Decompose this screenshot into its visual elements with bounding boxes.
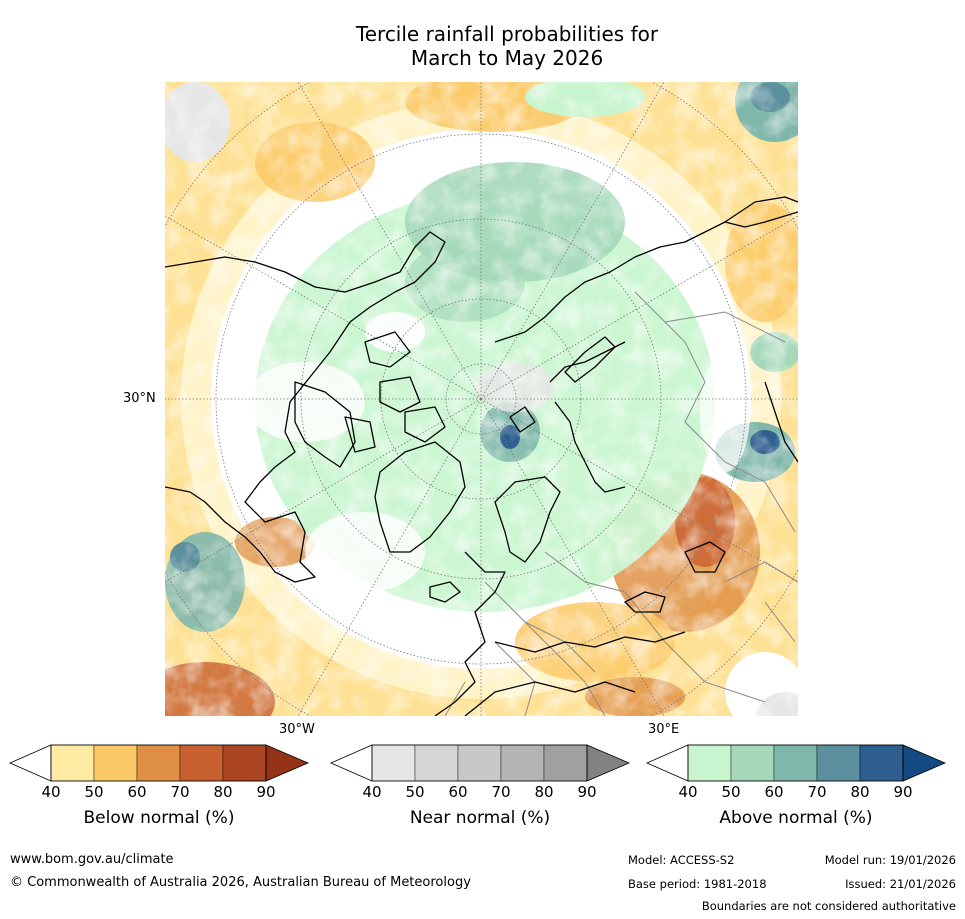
colorbar-below-segment	[50, 744, 95, 782]
colorbar-above-segment	[859, 744, 904, 782]
colorbar-above-segment	[730, 744, 775, 782]
colorbar-above-normal	[646, 744, 947, 782]
colorbar-near-segment	[371, 744, 416, 782]
footer-copyright: © Commonwealth of Australia 2026, Austra…	[10, 875, 471, 890]
colorbar-below-tick-label: 60	[127, 783, 147, 801]
colorbar-below-tick-label: 40	[41, 783, 61, 801]
colorbar-above-tick-label: 70	[807, 783, 827, 801]
colorbar-near-tick-label: 80	[534, 783, 554, 801]
colorbar-near-segment	[414, 744, 459, 782]
boundary-disclaimer: Boundaries are not considered authoritat…	[701, 899, 956, 913]
title-line-1: Tercile rainfall probabilities for	[355, 22, 659, 46]
colorbar-below-segment	[222, 744, 267, 782]
issued-date: Issued: 21/01/2026	[845, 877, 956, 891]
colorbar-below-segment	[179, 744, 224, 782]
colorbar-above-segment	[816, 744, 861, 782]
lat-label-30n: 30°N	[123, 391, 156, 406]
colorbar-near-normal	[330, 744, 631, 782]
colorbar-above-segment	[773, 744, 818, 782]
coastlines	[165, 196, 798, 716]
colorbar-below-segment	[136, 744, 181, 782]
colorbar-below-tick-label: 70	[170, 783, 190, 801]
colorbar-near-tick-label: 70	[491, 783, 511, 801]
graticule	[165, 82, 798, 716]
colorbar-near-tick-label: 40	[362, 783, 382, 801]
colorbar-below-tick-label: 50	[84, 783, 104, 801]
model-run: Model run: 19/01/2026	[824, 853, 956, 867]
colorbar-near-tick-label: 60	[448, 783, 468, 801]
colorbar-above-tick-label: 50	[721, 783, 741, 801]
colorbar-below-over-triangle	[265, 744, 310, 782]
colorbar-above-tick-label: 90	[893, 783, 913, 801]
footer-url: www.bom.gov.au/climate	[10, 852, 174, 867]
title-line-2: March to May 2026	[410, 46, 604, 70]
lon-label-30w: 30°W	[279, 722, 315, 737]
colorbar-below-under-triangle	[9, 744, 52, 782]
colorbar-below-segment	[93, 744, 138, 782]
colorbar-near-under-triangle	[330, 744, 373, 782]
country-borders	[444, 291, 798, 716]
colorbar-near-segment	[457, 744, 502, 782]
colorbar-above-tick-label: 40	[678, 783, 698, 801]
colorbar-below-tick-label: 80	[213, 783, 233, 801]
colorbar-above-outline	[687, 744, 904, 782]
colorbar-near-over-triangle	[586, 744, 631, 782]
colorbar-below-label: Below normal (%)	[83, 808, 235, 828]
colorbar-near-segment	[500, 744, 545, 782]
colorbar-near-segment	[543, 744, 588, 782]
model-name: Model: ACCESS-S2	[628, 853, 735, 867]
base-period: Base period: 1981-2018	[628, 877, 767, 891]
colorbar-above-over-triangle	[902, 744, 947, 782]
colorbar-near-label: Near normal (%)	[409, 808, 551, 828]
colorbar-near-tick-label: 50	[405, 783, 425, 801]
colorbar-below-normal	[9, 744, 310, 782]
colorbar-above-label: Above normal (%)	[719, 808, 873, 828]
colorbar-below-outline	[50, 744, 267, 782]
colorbar-near-outline	[371, 744, 588, 782]
colorbar-above-under-triangle	[646, 744, 689, 782]
map-title: Tercile rainfall probabilities for March…	[0, 22, 965, 70]
colorbar-above-tick-label: 80	[850, 783, 870, 801]
colorbar-below-tick-label: 90	[256, 783, 276, 801]
lon-label-30e: 30°E	[648, 722, 680, 737]
polar-map	[165, 82, 798, 716]
colorbar-near-tick-label: 90	[577, 783, 597, 801]
colorbar-above-segment	[687, 744, 732, 782]
colorbar-above-tick-label: 60	[764, 783, 784, 801]
